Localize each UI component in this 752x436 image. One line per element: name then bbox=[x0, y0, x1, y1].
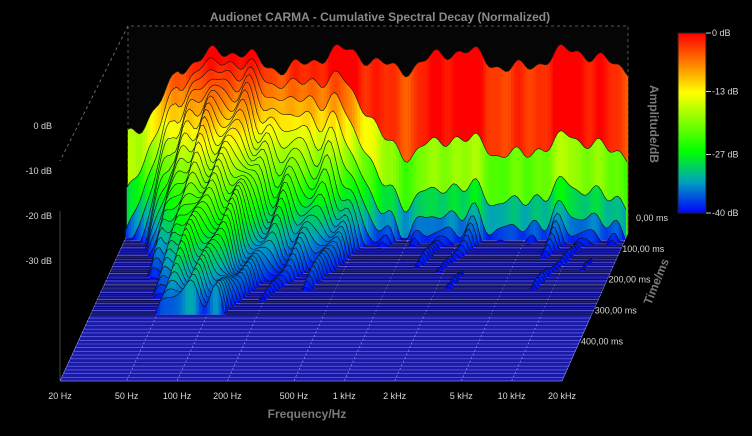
slice-segment bbox=[151, 267, 156, 278]
floor-freq-line bbox=[561, 232, 629, 382]
slice-outline bbox=[127, 43, 629, 135]
slice-outline bbox=[126, 57, 628, 188]
floor-freq-line bbox=[344, 232, 412, 382]
slice-outline bbox=[123, 81, 624, 243]
slice-segment bbox=[426, 235, 430, 243]
slice-segment bbox=[605, 227, 609, 241]
floor-freq-line bbox=[394, 232, 462, 382]
slice-outline bbox=[118, 116, 619, 255]
slice-outline bbox=[121, 95, 622, 248]
floor-freq-line bbox=[59, 232, 129, 382]
floor-freq-line bbox=[227, 232, 295, 382]
slice-segment bbox=[510, 224, 514, 241]
slice-outline bbox=[124, 74, 626, 241]
floor-freq-line bbox=[511, 232, 579, 382]
slice-segment bbox=[521, 231, 526, 241]
slice-segment bbox=[513, 224, 517, 241]
decay-slices bbox=[90, 43, 629, 315]
slice-segment bbox=[442, 235, 446, 245]
slice-segment bbox=[499, 226, 503, 241]
floor-freq-line bbox=[293, 232, 362, 382]
slice-outline bbox=[125, 66, 627, 230]
floor-freq-line bbox=[460, 232, 528, 382]
slice-segment bbox=[457, 216, 462, 241]
slice-segment bbox=[489, 205, 493, 238]
slice-segment bbox=[486, 202, 490, 238]
slice-segment bbox=[403, 210, 407, 238]
slice-segment bbox=[590, 229, 594, 243]
slice-segment bbox=[154, 267, 158, 278]
slice-segment bbox=[406, 208, 410, 238]
slice-outline bbox=[122, 89, 623, 245]
wall-edge bbox=[59, 25, 129, 162]
slice-segment bbox=[505, 224, 509, 241]
slice-outline bbox=[120, 102, 621, 250]
slice-segment bbox=[507, 224, 512, 241]
slice-segment bbox=[502, 225, 506, 241]
slice-segment bbox=[570, 235, 575, 243]
slice-outline bbox=[117, 124, 618, 257]
chart-title: Audionet CARMA - Cumulative Spectral Dec… bbox=[210, 10, 550, 24]
slice-segment bbox=[496, 227, 501, 241]
slice-outline bbox=[119, 108, 620, 252]
